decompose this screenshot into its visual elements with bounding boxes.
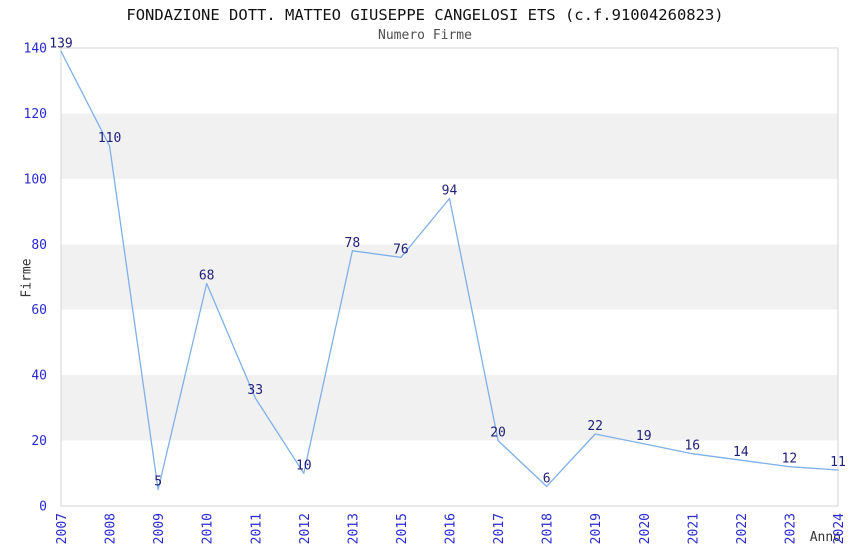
plot-border xyxy=(60,47,839,507)
data-point-label: 11 xyxy=(830,455,846,470)
y-tick-label: 120 xyxy=(24,107,47,122)
chart-subtitle: Numero Firme xyxy=(378,28,472,43)
plot-band xyxy=(61,244,838,310)
x-tick-label: 2013 xyxy=(346,513,361,544)
y-tick-label: 80 xyxy=(31,238,47,253)
y-tick-label: 140 xyxy=(24,42,47,57)
x-tick-label: 2019 xyxy=(589,513,604,544)
x-tick-label: 2016 xyxy=(444,513,459,544)
x-tick-label: 2010 xyxy=(201,513,216,544)
x-tick-label: 2024 xyxy=(832,513,847,544)
data-point-label: 33 xyxy=(247,383,263,398)
data-point-label: 78 xyxy=(345,236,361,251)
y-tick-label: 0 xyxy=(39,500,47,515)
x-axis-label: Anno xyxy=(809,530,841,545)
x-tick-label: 2015 xyxy=(395,513,410,544)
data-point-label: 20 xyxy=(490,426,506,441)
data-point-label: 68 xyxy=(199,269,215,284)
x-tick-label: 2021 xyxy=(686,513,701,544)
x-tick-label: 2011 xyxy=(249,513,264,544)
data-point-label: 12 xyxy=(782,452,798,467)
firme-line xyxy=(60,50,839,491)
data-point-label: 10 xyxy=(296,458,312,473)
data-point-label: 94 xyxy=(442,183,458,198)
data-point-label: 110 xyxy=(98,131,121,146)
chart-title: FONDAZIONE DOTT. MATTEO GIUSEPPE CANGELO… xyxy=(126,6,724,24)
x-tick-label: 2012 xyxy=(298,513,313,544)
x-tick-label: 2023 xyxy=(783,513,798,544)
x-tick-label: 2009 xyxy=(152,513,167,544)
x-tick-label: 2022 xyxy=(735,513,750,544)
data-point-label: 5 xyxy=(154,475,162,490)
y-tick-label: 100 xyxy=(24,172,47,187)
x-tick-label: 2017 xyxy=(492,513,507,544)
data-point-label: 76 xyxy=(393,242,409,257)
data-point-label: 6 xyxy=(543,471,551,486)
x-tick-label: 2018 xyxy=(541,513,556,544)
x-tick-label: 2007 xyxy=(55,513,70,544)
y-tick-label: 40 xyxy=(31,369,47,384)
plot-band xyxy=(61,375,838,441)
y-tick-label: 20 xyxy=(31,434,47,449)
data-point-label: 19 xyxy=(636,429,652,444)
x-tick-label: 2020 xyxy=(638,513,653,544)
plot-band xyxy=(61,113,838,179)
y-tick-label: 60 xyxy=(31,303,47,318)
x-tick-label: 2008 xyxy=(104,513,119,544)
data-point-label: 16 xyxy=(684,439,700,454)
data-point-label: 14 xyxy=(733,445,749,460)
data-point-label: 139 xyxy=(49,36,72,51)
data-point-label: 22 xyxy=(587,419,603,434)
